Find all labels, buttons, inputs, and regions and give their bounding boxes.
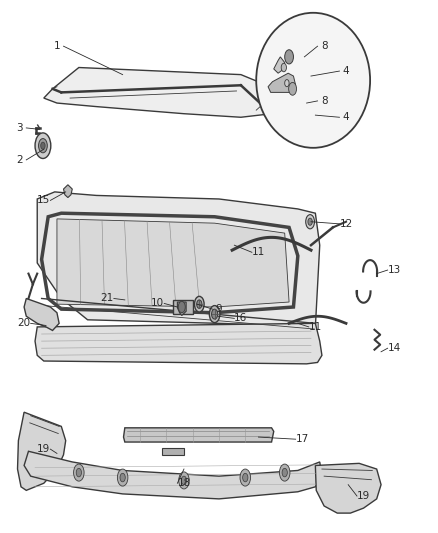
Text: 8: 8 <box>321 41 328 51</box>
Circle shape <box>209 305 220 322</box>
Circle shape <box>197 300 202 309</box>
Text: 21: 21 <box>101 294 114 303</box>
Text: 10: 10 <box>151 298 164 309</box>
Text: 19: 19 <box>37 444 50 454</box>
Text: 15: 15 <box>37 196 50 205</box>
Circle shape <box>178 301 185 313</box>
Polygon shape <box>177 302 186 316</box>
Polygon shape <box>315 463 381 513</box>
Text: 17: 17 <box>296 434 309 444</box>
Polygon shape <box>274 57 285 73</box>
Circle shape <box>41 142 45 149</box>
Text: 2: 2 <box>16 155 23 165</box>
Circle shape <box>308 218 312 225</box>
Polygon shape <box>37 192 320 327</box>
Polygon shape <box>44 68 298 117</box>
Text: 3: 3 <box>16 123 23 133</box>
Text: 4: 4 <box>343 112 350 122</box>
Polygon shape <box>64 185 72 198</box>
Circle shape <box>212 309 218 319</box>
Circle shape <box>306 215 314 229</box>
Circle shape <box>39 139 47 153</box>
Polygon shape <box>24 298 59 330</box>
Polygon shape <box>173 300 193 314</box>
Circle shape <box>285 79 289 87</box>
Circle shape <box>279 464 290 481</box>
Text: 20: 20 <box>18 318 31 328</box>
Circle shape <box>120 473 125 482</box>
Circle shape <box>117 469 128 486</box>
Circle shape <box>35 133 51 158</box>
Polygon shape <box>18 412 66 490</box>
Circle shape <box>194 296 204 312</box>
Text: 19: 19 <box>357 491 370 501</box>
Circle shape <box>289 83 297 95</box>
Circle shape <box>285 50 293 64</box>
Circle shape <box>243 473 248 482</box>
Ellipse shape <box>256 13 370 148</box>
Polygon shape <box>268 73 296 92</box>
Text: 1: 1 <box>53 41 60 51</box>
Text: 14: 14 <box>388 343 401 353</box>
Circle shape <box>179 472 189 489</box>
Text: 12: 12 <box>339 219 353 229</box>
Circle shape <box>181 476 187 484</box>
Polygon shape <box>57 219 289 307</box>
Polygon shape <box>35 324 322 364</box>
Polygon shape <box>24 451 322 499</box>
Circle shape <box>240 469 251 486</box>
Circle shape <box>281 63 286 72</box>
Text: 9: 9 <box>215 304 223 314</box>
Circle shape <box>74 464 84 481</box>
Circle shape <box>282 469 287 477</box>
Text: 13: 13 <box>388 265 401 275</box>
Polygon shape <box>124 428 274 442</box>
Text: 18: 18 <box>177 478 191 488</box>
Circle shape <box>76 469 81 477</box>
Text: 11: 11 <box>252 247 265 257</box>
Text: 8: 8 <box>321 96 328 106</box>
Text: 4: 4 <box>343 66 350 76</box>
Polygon shape <box>162 448 184 455</box>
Text: 16: 16 <box>234 313 247 324</box>
Text: 11: 11 <box>309 322 322 332</box>
